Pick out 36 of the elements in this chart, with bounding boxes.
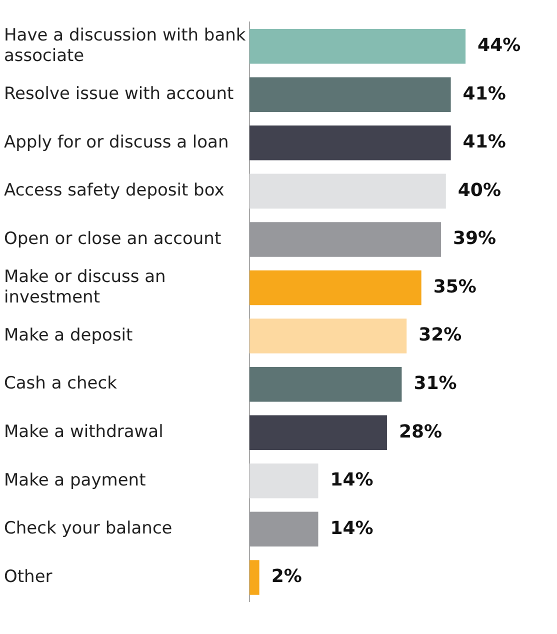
- y-tick-label: Cash a check: [4, 374, 118, 394]
- data-label: 44%: [478, 35, 521, 56]
- bar: [250, 512, 318, 547]
- y-tick-label: Have a discussion with bank associate: [4, 26, 246, 66]
- data-label: 14%: [330, 470, 374, 491]
- y-tick-label: Make a deposit: [4, 325, 134, 346]
- data-label: 39%: [452, 228, 496, 250]
- bar: [250, 270, 422, 306]
- bar: [250, 126, 451, 160]
- bar: [250, 222, 441, 257]
- bar: [250, 560, 260, 595]
- y-tick-label: Check your balance: [4, 518, 172, 539]
- data-label: 28%: [398, 421, 442, 442]
- bar: [250, 415, 387, 450]
- bar: [250, 174, 446, 209]
- y-tick-label: Other: [4, 566, 52, 587]
- data-label: 14%: [330, 518, 374, 539]
- data-label: 35%: [433, 276, 476, 298]
- y-tick-label: Make a payment: [4, 470, 146, 490]
- bar: [250, 464, 318, 498]
- bar: [250, 28, 466, 64]
- y-tick-label: Access safety deposit box: [4, 180, 224, 201]
- y-tick-label: Make or discuss an investment: [4, 266, 166, 308]
- bar: [250, 77, 451, 112]
- y-tick-label: Resolve issue with account: [4, 84, 234, 104]
- data-label: 32%: [418, 324, 462, 346]
- data-label: 40%: [458, 180, 501, 201]
- y-tick-label: Open or close an account: [4, 228, 222, 249]
- data-label: 41%: [462, 83, 506, 104]
- data-label: 41%: [462, 132, 506, 153]
- bar: [250, 366, 402, 402]
- data-label: 2%: [271, 566, 302, 588]
- data-label: 31%: [414, 372, 457, 394]
- y-tick-label: Apply for or discuss a loan: [4, 132, 229, 152]
- bar: [250, 318, 407, 354]
- y-tick-label: Make a withdrawal: [4, 422, 164, 442]
